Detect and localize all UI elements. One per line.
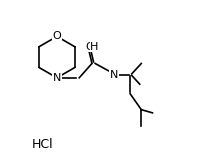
Text: H: H bbox=[90, 42, 98, 52]
Text: N: N bbox=[53, 73, 61, 83]
Text: HCl: HCl bbox=[31, 138, 53, 151]
Text: O: O bbox=[52, 31, 61, 41]
Text: O: O bbox=[85, 42, 94, 52]
Text: N: N bbox=[109, 70, 118, 80]
